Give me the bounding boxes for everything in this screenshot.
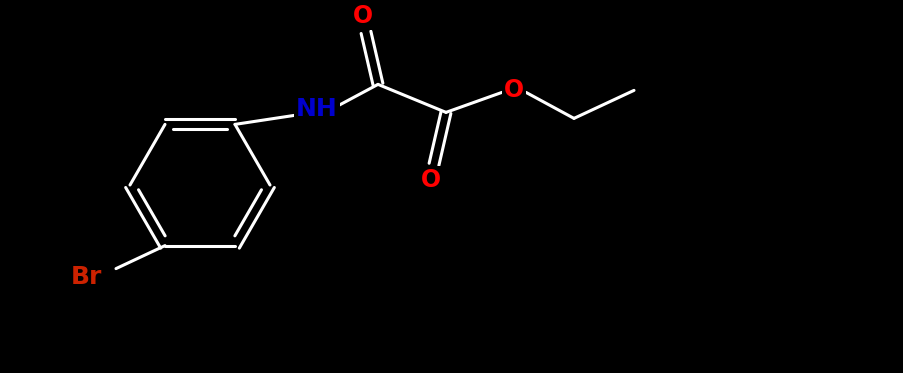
- Text: Br: Br: [70, 264, 102, 289]
- Text: O: O: [503, 78, 524, 102]
- Text: O: O: [421, 168, 441, 192]
- Text: O: O: [352, 4, 373, 28]
- Text: NH: NH: [296, 97, 338, 121]
